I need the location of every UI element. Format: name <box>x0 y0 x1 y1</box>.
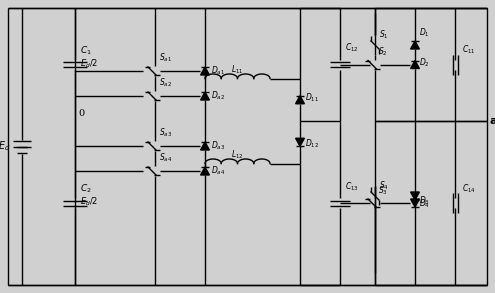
Text: $L_{11}$: $L_{11}$ <box>231 63 244 76</box>
Polygon shape <box>200 167 209 175</box>
Text: $D_4$: $D_4$ <box>419 198 430 210</box>
Polygon shape <box>410 199 419 207</box>
Text: $C_{12}$: $C_{12}$ <box>345 42 358 54</box>
Text: $D_1$: $D_1$ <box>419 26 430 39</box>
Text: $D_{a1}$: $D_{a1}$ <box>211 65 225 77</box>
Text: $D_2$: $D_2$ <box>419 56 430 69</box>
Polygon shape <box>296 138 304 146</box>
Polygon shape <box>410 60 419 69</box>
Text: $C_{13}$: $C_{13}$ <box>345 180 359 193</box>
Polygon shape <box>296 96 304 104</box>
Text: $S_2$: $S_2$ <box>378 46 388 59</box>
Text: $C_1$: $C_1$ <box>80 44 92 57</box>
Text: $S_{a2}$: $S_{a2}$ <box>159 76 172 89</box>
Text: $\bf{a}$: $\bf{a}$ <box>489 116 495 126</box>
Text: $E_d/2$: $E_d/2$ <box>80 196 99 208</box>
Text: $S_{a3}$: $S_{a3}$ <box>159 127 172 139</box>
Text: 0: 0 <box>78 109 84 118</box>
Text: $S_1$: $S_1$ <box>379 28 389 41</box>
Text: $S_{a4}$: $S_{a4}$ <box>159 151 172 164</box>
Polygon shape <box>200 142 209 150</box>
Text: $D_{a4}$: $D_{a4}$ <box>211 165 225 177</box>
Text: $D_3$: $D_3$ <box>419 195 430 207</box>
Text: $D_{a3}$: $D_{a3}$ <box>211 140 225 152</box>
Text: $C_{11}$: $C_{11}$ <box>462 44 476 57</box>
Text: $C_{14}$: $C_{14}$ <box>462 183 476 195</box>
Text: $S_3$: $S_3$ <box>378 185 388 197</box>
Text: $C_2$: $C_2$ <box>80 183 92 195</box>
Text: $D_{a2}$: $D_{a2}$ <box>211 90 225 102</box>
Text: $S_{a1}$: $S_{a1}$ <box>159 52 172 64</box>
Text: $E_d/2$: $E_d/2$ <box>80 57 99 70</box>
Text: $L_{12}$: $L_{12}$ <box>231 148 244 161</box>
Polygon shape <box>410 41 419 49</box>
Polygon shape <box>200 92 209 100</box>
Text: $D_{12}$: $D_{12}$ <box>305 138 319 151</box>
Text: $D_{11}$: $D_{11}$ <box>305 91 319 104</box>
Polygon shape <box>200 67 209 75</box>
Polygon shape <box>410 192 419 200</box>
Text: $E_d$: $E_d$ <box>0 139 10 154</box>
Text: $S_4$: $S_4$ <box>379 180 389 192</box>
